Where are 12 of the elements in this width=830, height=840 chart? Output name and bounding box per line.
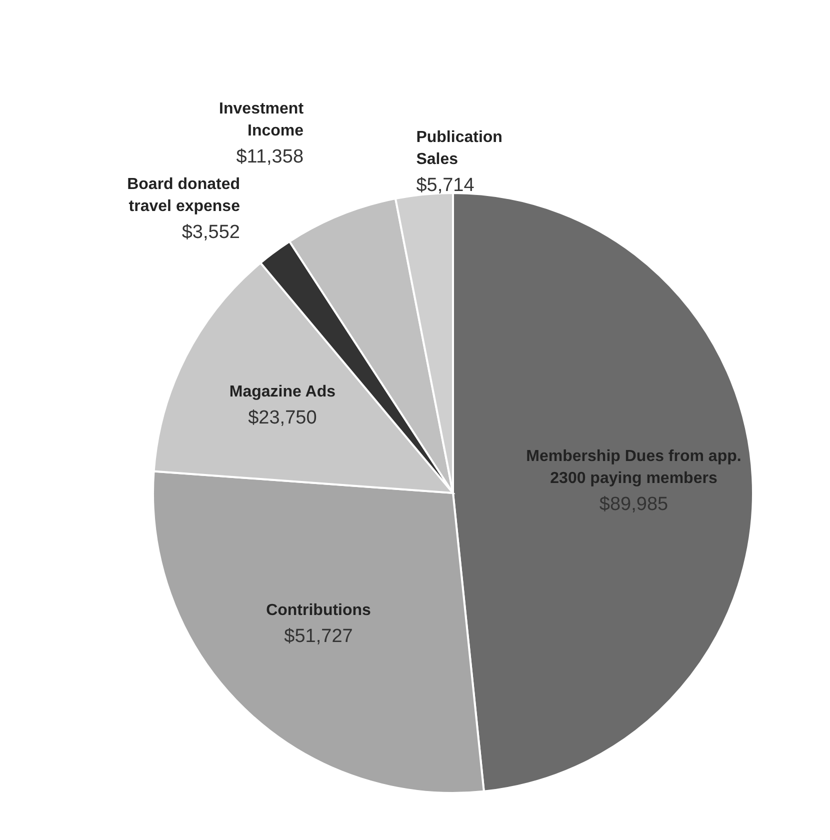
slice-label: Publication Sales [416,129,502,168]
slice-label: Magazine Ads [229,384,336,401]
slice-label: Investment Income [219,100,304,140]
data-label: $89,985 [599,494,668,515]
data-label: $23,750 [248,408,317,429]
data-label: $51,727 [284,626,353,648]
data-label: $11,358 [236,146,304,168]
slice-label: Membership Dues from app. 2300 paying members [526,448,742,487]
data-label: $3,552 [182,222,240,244]
slice-label: Contributions [266,602,372,620]
data-label: $5,714 [416,175,475,196]
slice-label: Board donated travel expense [127,176,240,216]
